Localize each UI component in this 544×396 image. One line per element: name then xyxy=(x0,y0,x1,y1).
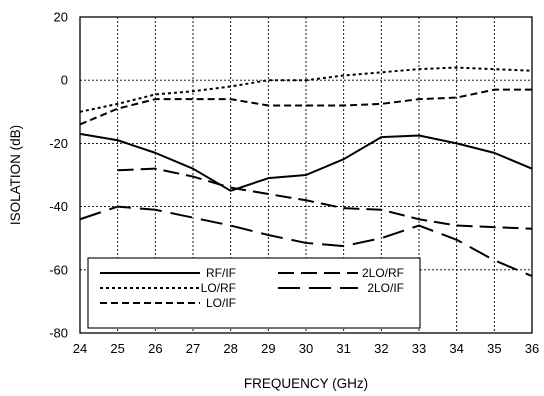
x-tick-label: 30 xyxy=(299,341,313,356)
x-axis-label: FREQUENCY (GHz) xyxy=(244,376,368,391)
series-line-2lo-rf xyxy=(117,167,533,230)
x-tick-label: 28 xyxy=(223,341,237,356)
x-tick-label: 25 xyxy=(110,341,124,356)
y-tick-labels: -80 -60 -40 -20 0 20 xyxy=(49,10,68,341)
series-line-2lo-if xyxy=(79,205,533,278)
x-tick-label: 34 xyxy=(449,341,463,356)
x-tick-label: 26 xyxy=(148,341,162,356)
y-tick-label: -40 xyxy=(49,199,68,214)
legend-label: 2LO/IF xyxy=(367,281,404,295)
legend-label: LO/IF xyxy=(206,296,236,310)
x-tick-label: 29 xyxy=(261,341,275,356)
x-tick-label: 35 xyxy=(487,341,501,356)
x-tick-label: 27 xyxy=(186,341,200,356)
x-tick-label: 24 xyxy=(73,341,87,356)
y-axis-label: ISOLATION (dB) xyxy=(8,125,23,225)
legend-label: 2LO/RF xyxy=(362,266,404,280)
x-tick-label: 33 xyxy=(412,341,426,356)
x-tick-label: 32 xyxy=(374,341,388,356)
x-tick-label: 36 xyxy=(525,341,539,356)
series-lines xyxy=(79,66,533,278)
legend-box xyxy=(87,257,421,329)
y-tick-label: 20 xyxy=(54,10,68,25)
series-line-lo-rf xyxy=(79,66,533,113)
x-tick-label: 31 xyxy=(336,341,350,356)
series-line-rf-if xyxy=(79,132,533,192)
legend-label: RF/IF xyxy=(206,266,236,280)
y-tick-label: -20 xyxy=(49,136,68,151)
x-tick-labels: 24 25 26 27 28 29 30 31 32 33 34 35 36 xyxy=(73,341,539,356)
plot-area-frame xyxy=(79,16,533,334)
y-tick-label: -80 xyxy=(49,326,68,341)
y-tick-label: -60 xyxy=(49,262,68,277)
legend-label: LO/RF xyxy=(201,281,236,295)
series-line-lo-if xyxy=(79,88,532,126)
y-tick-label: 0 xyxy=(61,73,68,88)
